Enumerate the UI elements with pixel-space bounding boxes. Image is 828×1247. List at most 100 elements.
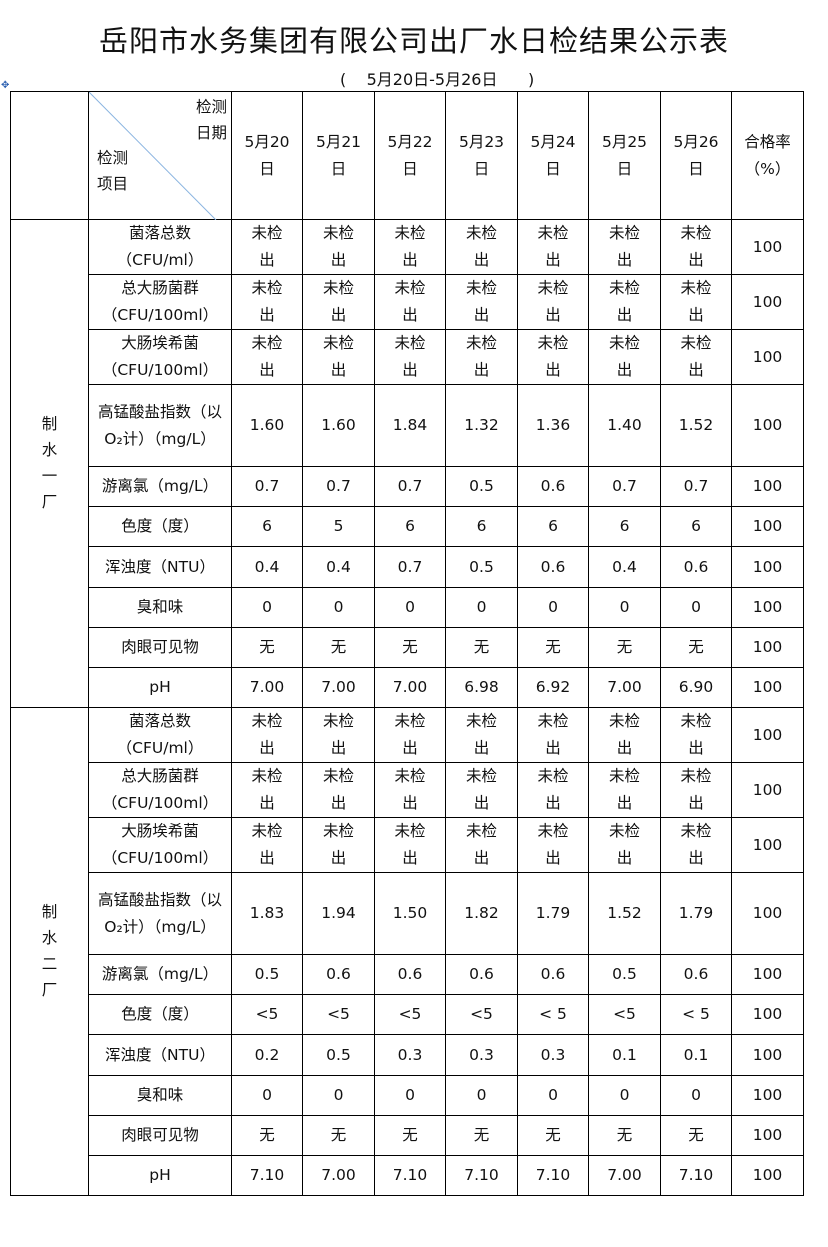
result-value: 7.00 (302, 1155, 375, 1196)
result-value: 7.00 (588, 667, 661, 708)
date-label-2: 日期 (195, 124, 227, 142)
result-value: < 5 (660, 994, 732, 1035)
result-value: 未检出 (517, 274, 589, 330)
result-value: <5 (231, 994, 303, 1035)
test-item: 总大肠菌群（CFU/100ml） (88, 274, 232, 330)
result-value: 0.7 (374, 546, 446, 588)
result-value: 0 (660, 587, 732, 628)
result-value: 0 (302, 1075, 375, 1116)
pass-rate-value: 100 (731, 817, 804, 873)
result-value: 0 (374, 587, 446, 628)
result-value: 0.7 (302, 466, 375, 507)
result-value: 0.6 (517, 466, 589, 507)
date-header: 5月23日 (445, 91, 518, 220)
pass-rate-value: 100 (731, 219, 804, 275)
result-value: 0.5 (231, 954, 303, 995)
result-value: 6.92 (517, 667, 589, 708)
date-header: 5月26日 (660, 91, 732, 220)
result-value: 无 (588, 1115, 661, 1156)
result-value: 未检出 (231, 707, 303, 763)
result-value: 1.60 (302, 384, 375, 467)
result-value: 0 (445, 587, 518, 628)
result-value: 7.00 (374, 667, 446, 708)
result-value: 1.52 (588, 872, 661, 955)
result-value: 1.40 (588, 384, 661, 467)
result-value: 0 (517, 587, 589, 628)
table-row: 大肠埃希菌（CFU/100ml） 未检出 未检出 未检出 未检出 未检出 未检出 未检出 100 (11, 329, 804, 385)
result-value: 0.7 (231, 466, 303, 507)
result-value: <5 (374, 994, 446, 1035)
date-header: 5月21日 (302, 91, 375, 220)
result-value: 无 (302, 1115, 375, 1156)
result-value: 7.00 (231, 667, 303, 708)
header-row: 检测 日期 检测 项目 5月20日 5月21日 5月22日 5月23日 5月24日 … (10, 91, 804, 220)
result-value: 1.83 (231, 872, 303, 955)
result-value: 未检出 (588, 707, 661, 763)
pass-rate-value: 100 (731, 1034, 804, 1076)
pass-rate-value: 100 (731, 546, 804, 588)
result-value: 1.36 (517, 384, 589, 467)
result-value: 未检出 (302, 817, 375, 873)
table-row: 色度（度） 6 5 6 6 6 6 6 100 (11, 506, 804, 547)
result-value: 未检出 (517, 707, 589, 763)
result-value: 1.79 (660, 872, 732, 955)
table-row: 高锰酸盐指数（以O₂计）（mg/L） 1.83 1.94 1.50 1.82 1.79 1.… (11, 872, 804, 955)
plant-name: 制水二厂 (41, 903, 58, 999)
result-value: 0 (374, 1075, 446, 1116)
result-value: 0 (302, 587, 375, 628)
result-value: 0.6 (660, 954, 732, 995)
result-value: 未检出 (588, 762, 661, 818)
result-value: 7.10 (517, 1155, 589, 1196)
test-item: 色度（度） (88, 506, 232, 547)
date-header: 5月24日 (517, 91, 589, 220)
result-value: < 5 (517, 994, 589, 1035)
pass-rate-value: 100 (731, 384, 804, 467)
result-value: 未检出 (374, 219, 446, 275)
result-value: 0.6 (517, 546, 589, 588)
pass-rate-value: 100 (731, 994, 804, 1035)
test-item: 色度（度） (88, 994, 232, 1035)
item-label: 检测 (97, 149, 129, 167)
result-value: 未检出 (231, 329, 303, 385)
test-item: 总大肠菌群（CFU/100ml） (88, 762, 232, 818)
result-value: 未检出 (302, 274, 375, 330)
test-item: 浑浊度（NTU） (88, 546, 232, 588)
result-value: 未检出 (660, 274, 732, 330)
date-header: 5月25日 (588, 91, 661, 220)
result-value: 未检出 (588, 817, 661, 873)
diagonal-header-cell: 检测 日期 检测 项目 (88, 91, 232, 220)
result-value: 未检出 (588, 219, 661, 275)
result-value: 0.4 (231, 546, 303, 588)
table-row: 总大肠菌群（CFU/100ml） 未检出 未检出 未检出 未检出 未检出 未检出 未检出 100 (11, 274, 804, 330)
result-value: 无 (374, 1115, 446, 1156)
test-item: 菌落总数（CFU/ml） (88, 707, 232, 763)
test-item: 游离氯（mg/L） (88, 466, 232, 507)
result-value: 未检出 (660, 817, 732, 873)
results-table: 检测 日期 检测 项目 5月20日 5月21日 5月22日 5月23日 5月24日 … (10, 91, 804, 1196)
pass-rate-value: 100 (731, 1075, 804, 1116)
result-value: 0.6 (445, 954, 518, 995)
result-value: 0.5 (302, 1034, 375, 1076)
result-value: 未检出 (231, 762, 303, 818)
result-value: 未检出 (660, 329, 732, 385)
test-item: 大肠埃希菌（CFU/100ml） (88, 817, 232, 873)
pass-rate-value: 100 (731, 627, 804, 668)
result-value: 6 (660, 506, 732, 547)
table-row: 浑浊度（NTU） 0.2 0.5 0.3 0.3 0.3 0.1 0.1 100 (11, 1034, 804, 1076)
result-value: 未检出 (231, 219, 303, 275)
result-value: 7.10 (374, 1155, 446, 1196)
result-value: 未检出 (231, 274, 303, 330)
result-value: 未检出 (588, 329, 661, 385)
table-row: 大肠埃希菌（CFU/100ml） 未检出 未检出 未检出 未检出 未检出 未检出 未检出 100 (11, 817, 804, 873)
result-value: 未检出 (374, 707, 446, 763)
result-value: 7.00 (588, 1155, 661, 1196)
result-value: 0 (517, 1075, 589, 1116)
result-value: 0.3 (517, 1034, 589, 1076)
result-value: 0.4 (588, 546, 661, 588)
diagonal-line (89, 92, 217, 220)
table-row: 总大肠菌群（CFU/100ml） 未检出 未检出 未检出 未检出 未检出 未检出 未检出 100 (11, 762, 804, 818)
table-move-handle-icon[interactable]: ✥ (1, 80, 10, 91)
test-item: 高锰酸盐指数（以O₂计）（mg/L） (88, 872, 232, 955)
result-value: 0.5 (588, 954, 661, 995)
pass-rate-value: 100 (731, 506, 804, 547)
